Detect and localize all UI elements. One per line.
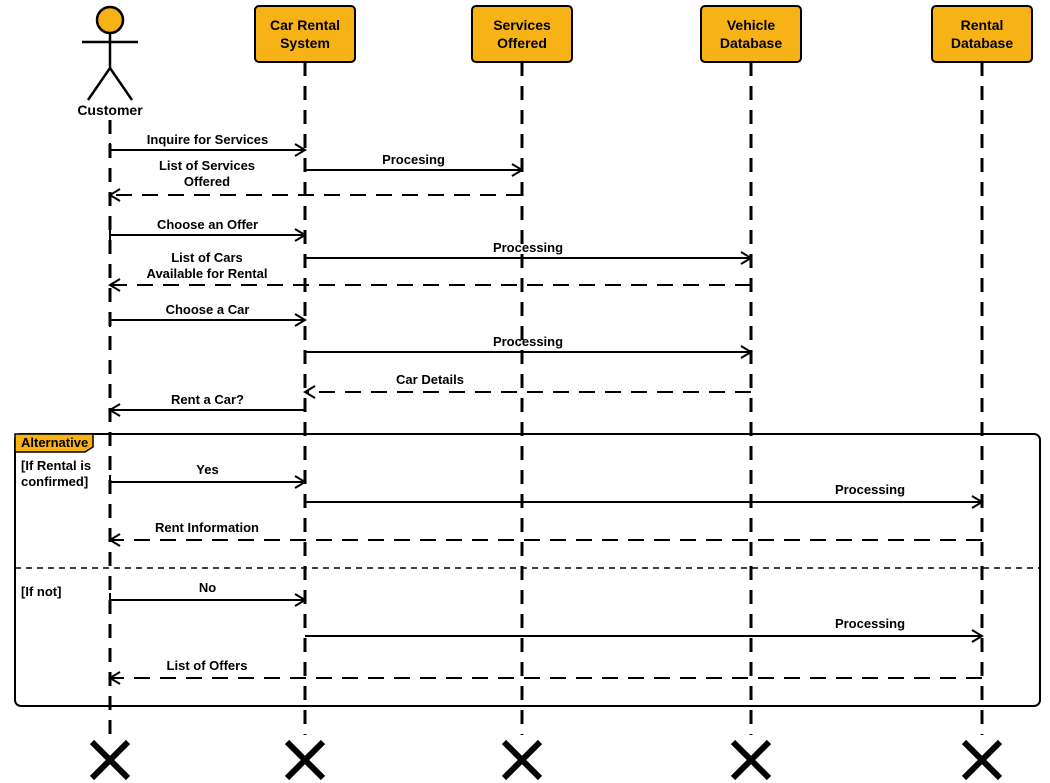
svg-text:Rental: Rental: [961, 17, 1004, 33]
svg-text:Yes: Yes: [196, 462, 218, 477]
svg-text:[If Rental is: [If Rental is: [21, 458, 91, 473]
svg-text:No: No: [199, 580, 216, 595]
svg-text:confirmed]: confirmed]: [21, 474, 88, 489]
svg-text:Processing: Processing: [493, 240, 563, 255]
sequence-diagram: Customer Car Rental System Services Offered V…: [0, 0, 1050, 783]
svg-text:Rent Information: Rent Information: [155, 520, 259, 535]
svg-text:Rent a Car?: Rent a Car?: [171, 392, 244, 407]
participant-system: [255, 6, 355, 62]
svg-text:Car Details: Car Details: [396, 372, 464, 387]
svg-text:Car Rental: Car Rental: [270, 17, 340, 33]
svg-text:Processing: Processing: [835, 616, 905, 631]
svg-text:Choose an Offer: Choose an Offer: [157, 217, 258, 232]
participant-services: [472, 6, 572, 62]
svg-text:[If not]: [If not]: [21, 584, 61, 599]
svg-text:Database: Database: [720, 35, 782, 51]
svg-text:List of Cars: List of Cars: [171, 250, 243, 265]
svg-text:Procesing: Procesing: [382, 152, 445, 167]
svg-text:Alternative: Alternative: [21, 435, 88, 450]
svg-text:Offered: Offered: [497, 35, 547, 51]
svg-text:Offered: Offered: [184, 174, 230, 189]
svg-text:Services: Services: [493, 17, 551, 33]
svg-text:Inquire for Services: Inquire for Services: [147, 132, 268, 147]
participant-vehicle: [701, 6, 801, 62]
svg-text:Choose a Car: Choose a Car: [166, 302, 250, 317]
svg-text:Vehicle: Vehicle: [727, 17, 775, 33]
svg-text:Processing: Processing: [835, 482, 905, 497]
svg-text:Database: Database: [951, 35, 1013, 51]
svg-text:System: System: [280, 35, 330, 51]
participant-rental: [932, 6, 1032, 62]
svg-text:List of Offers: List of Offers: [167, 658, 248, 673]
svg-text:Processing: Processing: [493, 334, 563, 349]
svg-text:List of Services: List of Services: [159, 158, 255, 173]
svg-text:Customer: Customer: [77, 102, 143, 118]
svg-text:Available for Rental: Available for Rental: [147, 266, 268, 281]
